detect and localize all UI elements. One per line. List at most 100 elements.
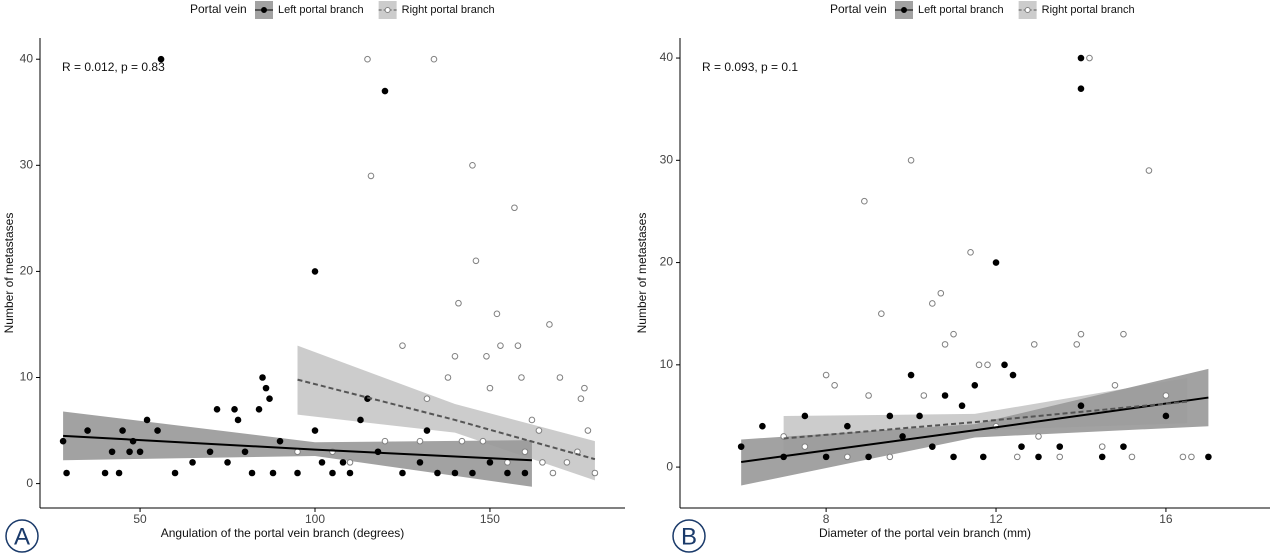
point [984,361,991,369]
point [294,469,301,477]
point [469,162,476,169]
point [479,437,487,445]
point [1120,443,1127,450]
point [1188,453,1195,461]
legend-key-marker [384,7,391,13]
point [591,469,599,477]
point [119,427,126,434]
point [514,342,522,349]
point [1179,453,1187,461]
y-tick-label: 20 [660,255,674,269]
confidence-band [297,345,595,481]
legend-key-marker [901,7,907,13]
point [1030,341,1038,348]
point [759,422,766,430]
point [63,469,70,477]
legend-title: Portal vein [830,2,887,16]
point [346,469,354,477]
point [483,352,490,360]
point [259,374,266,381]
point [878,310,885,318]
point [1120,330,1127,338]
point [136,448,144,456]
point [1111,381,1119,389]
annotation: R = 0.012, p = 0.83 [62,60,165,74]
x-axis-label: Diameter of the portal vein branch (mm) [819,526,1031,540]
point [1001,361,1008,369]
point [241,448,249,456]
point [861,197,868,205]
panel-letter: B [681,523,697,550]
point [1013,453,1021,461]
panel-letter-circle [5,519,39,553]
point [1077,402,1085,410]
point [1018,443,1025,450]
point [416,437,424,445]
legend-label: Left portal branch [278,4,364,16]
point [521,448,529,456]
regression-line [63,434,532,462]
point [958,402,966,410]
point [1077,330,1085,338]
regression-line [297,378,596,461]
point [262,384,270,392]
point [84,427,91,434]
point [528,416,536,424]
point [822,371,830,379]
point [844,422,851,430]
point [929,443,936,450]
y-tick-label: 0 [26,476,33,490]
point [269,469,277,477]
panel: 0 10 20 30 40 50 100 150 Angulation of the porta… [2,1,625,553]
point [451,469,459,477]
point [115,469,123,477]
y-tick-label: 30 [20,157,34,171]
point [472,257,480,265]
point [234,416,242,424]
point [967,249,974,256]
point [1145,167,1153,174]
point [920,392,928,399]
panel-letter-circle [672,519,706,553]
point [126,448,133,456]
point [577,395,585,403]
x-axis-label: Angulation of the portal vein branch (de… [161,526,405,540]
point [59,437,67,445]
legend-label: Right portal branch [1042,4,1135,16]
point [434,469,441,477]
x-tick-label: 8 [823,512,830,526]
point [801,412,809,420]
legend-title: Portal vein [190,2,247,16]
point [801,443,809,450]
point [907,157,915,164]
point [979,453,987,461]
legend-key-marker [261,7,267,13]
point [518,374,525,381]
point [157,55,165,63]
point [1205,453,1212,461]
point [213,406,221,413]
point [423,427,431,434]
point [318,459,326,466]
point [549,469,557,477]
point [865,392,872,399]
point [937,289,945,297]
point [1077,85,1085,93]
point [1035,453,1042,461]
point [950,453,957,461]
point [493,310,501,318]
point [1098,443,1106,450]
point [357,416,364,424]
point [971,381,979,389]
confidence-band [783,378,1188,459]
point [535,427,543,434]
point [737,443,745,450]
y-axis-label: Number of metastases [2,213,16,334]
point [430,55,438,63]
point [224,459,231,466]
point [416,459,424,466]
annotation: R = 0.093, p = 0.1 [702,60,798,74]
point [1077,54,1085,62]
point [511,204,518,212]
